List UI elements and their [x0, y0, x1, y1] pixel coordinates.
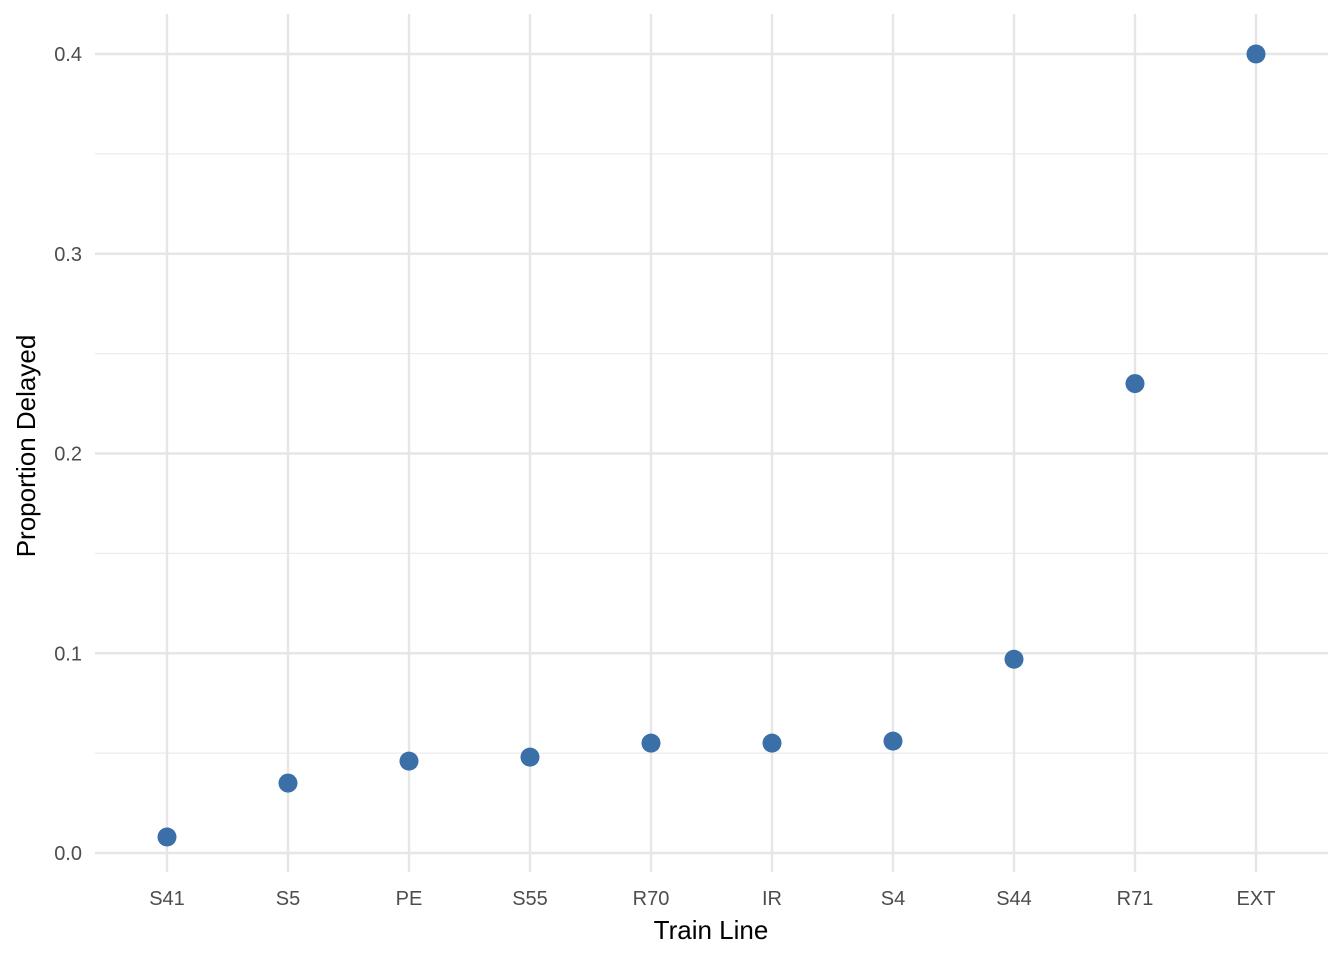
- data-point: [399, 751, 419, 771]
- data-point: [278, 773, 298, 793]
- x-tick-label: S41: [149, 888, 185, 910]
- data-point: [520, 747, 540, 767]
- x-tick-label: EXT: [1237, 888, 1276, 910]
- y-tick-label: 0.2: [54, 444, 82, 466]
- data-point: [1125, 374, 1145, 394]
- x-tick-label: IR: [762, 888, 782, 910]
- y-tick-label: 0.3: [54, 244, 82, 266]
- x-axis-ticks: S41 S5 PE S55 R70 IR S4 S44 R71 EXT: [149, 888, 1275, 910]
- x-tick-label: S5: [276, 888, 300, 910]
- x-tick-label: S55: [512, 888, 548, 910]
- data-point: [1004, 649, 1024, 669]
- gridlines: [95, 14, 1328, 872]
- x-tick-label: PE: [396, 888, 423, 910]
- y-tick-label: 0.1: [54, 643, 82, 665]
- data-points: [157, 44, 1266, 847]
- data-point: [762, 733, 782, 753]
- x-tick-label: S4: [881, 888, 905, 910]
- data-point: [157, 827, 177, 847]
- x-tick-label: R71: [1117, 888, 1154, 910]
- x-tick-label: S44: [996, 888, 1032, 910]
- x-axis-title: Train Line: [654, 915, 769, 945]
- data-point: [641, 733, 661, 753]
- y-tick-label: 0.0: [54, 843, 82, 865]
- data-point: [1246, 44, 1266, 64]
- y-axis-ticks: 0.0 0.1 0.2 0.3 0.4: [54, 44, 82, 865]
- y-axis-title: Proportion Delayed: [11, 335, 41, 558]
- data-point: [883, 731, 903, 751]
- x-tick-label: R70: [633, 888, 670, 910]
- y-tick-label: 0.4: [54, 44, 82, 66]
